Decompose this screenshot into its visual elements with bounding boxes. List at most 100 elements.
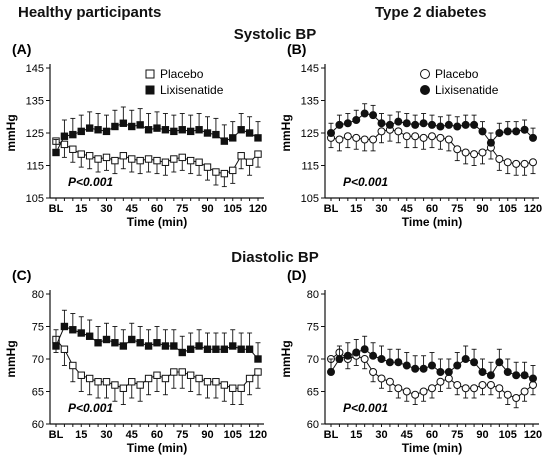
data-point — [529, 381, 537, 389]
x-tick-label: 120 — [524, 429, 542, 441]
chart-panel-a: (A) 105 115 125 135 145 mmHg BL 15 30 45 60 75 90 105 1… — [4, 41, 267, 229]
data-point — [144, 342, 153, 350]
data-point — [444, 374, 453, 383]
data-point — [102, 153, 111, 162]
panel-label: (C) — [12, 267, 31, 283]
data-point — [470, 150, 479, 159]
data-point — [212, 345, 220, 353]
y-tick-label: 135 — [301, 96, 319, 108]
data-point — [94, 126, 102, 134]
data-point — [102, 335, 111, 344]
data-point — [245, 129, 254, 137]
p-value-annotation: P<0.001 — [343, 175, 388, 189]
data-point — [495, 384, 504, 393]
data-point — [220, 169, 229, 178]
panel-label: (B) — [287, 41, 306, 57]
data-point — [153, 124, 161, 132]
y-tick-label: 70 — [32, 354, 44, 366]
data-point — [161, 342, 170, 350]
series-lixisenatide — [52, 106, 262, 157]
data-point — [212, 168, 220, 176]
y-tick-label: 75 — [307, 322, 319, 334]
data-point — [212, 130, 220, 139]
data-point — [327, 129, 335, 137]
data-point — [119, 384, 128, 392]
data-point — [461, 355, 470, 363]
data-point — [212, 378, 220, 386]
legend-label: Lixisenatide — [435, 83, 499, 97]
data-point — [411, 132, 420, 141]
x-tick-label: 30 — [100, 429, 112, 441]
data-point — [503, 368, 512, 376]
data-point — [335, 135, 344, 144]
data-point — [136, 121, 144, 129]
data-point — [512, 159, 521, 168]
legend-label: Placebo — [160, 67, 204, 81]
data-point — [94, 378, 102, 386]
data-point — [195, 342, 203, 350]
data-point — [144, 155, 153, 163]
data-point — [119, 342, 128, 350]
data-point — [254, 134, 262, 142]
data-point — [195, 126, 203, 134]
data-point — [254, 355, 262, 363]
data-point — [85, 332, 94, 340]
x-tick-label: 45 — [126, 429, 138, 441]
data-point — [229, 384, 237, 392]
data-point — [444, 135, 453, 144]
data-point — [220, 137, 229, 145]
data-point — [85, 152, 94, 160]
data-point — [436, 377, 445, 386]
data-point — [102, 127, 111, 136]
data-point — [360, 355, 369, 363]
data-point — [419, 387, 428, 396]
data-point — [161, 374, 170, 383]
data-point — [60, 345, 69, 353]
data-point — [69, 145, 77, 153]
y-tick-label: 115 — [26, 161, 44, 173]
data-point — [343, 119, 352, 128]
y-axis-label: mmHg — [279, 114, 293, 151]
data-point — [453, 145, 462, 154]
x-tick-label: 75 — [451, 203, 463, 215]
data-point — [69, 326, 77, 334]
data-point — [186, 156, 195, 165]
data-point — [453, 122, 462, 131]
data-point — [343, 132, 352, 141]
data-point — [470, 384, 479, 393]
data-point — [170, 127, 178, 136]
data-point — [237, 345, 245, 353]
data-point — [419, 119, 428, 128]
y-tick-label: 65 — [307, 387, 319, 399]
data-point — [94, 155, 102, 163]
data-point — [69, 130, 77, 139]
data-point — [411, 390, 420, 399]
data-point — [495, 155, 504, 163]
legend-marker — [145, 85, 155, 95]
data-point — [203, 163, 212, 171]
x-tick-label: 30 — [100, 203, 112, 215]
data-point — [411, 364, 420, 373]
data-point — [60, 132, 69, 140]
data-point — [60, 140, 69, 149]
y-tick-label: 60 — [32, 419, 44, 431]
data-point — [111, 339, 119, 347]
x-tick-label: 45 — [401, 203, 413, 215]
p-value-annotation: P<0.001 — [68, 175, 113, 189]
data-point — [369, 368, 378, 376]
data-point — [520, 125, 529, 134]
data-point — [512, 127, 521, 136]
legend-marker — [420, 69, 430, 79]
y-tick-label: 115 — [301, 161, 319, 173]
data-point — [94, 339, 102, 347]
data-point — [178, 153, 186, 162]
data-point — [520, 371, 529, 380]
data-point — [186, 127, 195, 136]
data-point — [153, 339, 161, 347]
data-point — [512, 371, 521, 380]
data-point — [245, 374, 254, 383]
y-tick-label: 70 — [307, 354, 319, 366]
data-point — [128, 155, 136, 163]
data-point — [352, 116, 361, 124]
data-point — [394, 358, 403, 367]
